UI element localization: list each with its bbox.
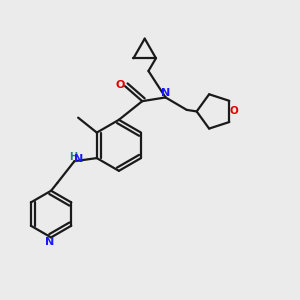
Text: H: H: [69, 152, 77, 161]
Text: O: O: [229, 106, 238, 116]
Text: N: N: [45, 237, 55, 247]
Text: N: N: [74, 154, 83, 164]
Text: O: O: [116, 80, 125, 90]
Text: N: N: [161, 88, 170, 98]
